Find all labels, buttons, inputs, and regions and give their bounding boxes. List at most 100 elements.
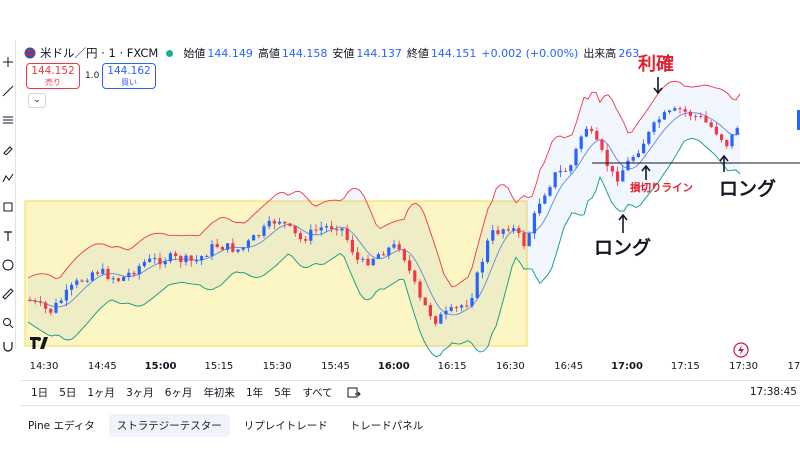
candle-body [642,143,646,154]
candle-body [506,229,510,231]
candle-body [668,110,672,113]
candle-body [434,316,438,324]
candle-body [413,270,417,282]
candle-body [111,278,115,280]
range-1d[interactable]: 1日 [31,387,49,399]
candle-body [491,230,495,241]
range-all[interactable]: すべて [302,387,333,399]
high-label: 高値 [257,47,280,60]
time-tick: 15:00 [144,361,177,372]
candle-body [153,258,157,260]
candle-body [174,253,178,256]
candle-body [132,272,136,275]
candle-body [439,314,443,324]
candle-body [272,220,276,224]
time-tick: 17:15 [670,361,700,372]
pattern-icon[interactable] [2,172,14,184]
shape-icon[interactable] [2,201,14,213]
candle-body [90,272,94,281]
candle-body [501,229,505,234]
emoji-icon[interactable] [2,259,14,271]
candle-body [512,228,516,231]
symbol-title[interactable]: 米ドル／円 · 1 · FXCM [40,46,159,60]
candle-body [704,116,708,123]
buy-button[interactable]: 144.162 買い [102,63,156,89]
quantity-value[interactable]: 1.0 [85,71,100,81]
collapse-chevron-icon[interactable]: ⌄ [28,93,46,108]
sell-button[interactable]: 144.152 売り [26,63,80,89]
range-5d[interactable]: 5日 [59,387,77,399]
take-profit-annotation: 利確 [638,54,674,75]
candle-body [309,229,313,241]
range-ytd[interactable]: 年初来 [203,387,235,399]
time-tick: 16:45 [554,361,584,372]
candle-body [543,195,547,204]
candle-body [673,108,677,111]
candle-body [408,260,412,271]
candle-body [694,115,698,117]
band-fill [28,81,740,357]
candle-body [361,258,365,260]
clock[interactable]: 17:38:45 [749,386,797,398]
magnet-icon[interactable] [2,340,14,352]
candle-body [293,225,297,234]
candle-body [116,278,120,281]
candle-body [267,220,271,227]
price-chart[interactable] [0,0,800,358]
candle-body [376,254,380,259]
crosshair-icon[interactable] [2,56,14,68]
middle-band-line [27,112,741,316]
tab-pine-editor[interactable]: Pine エディタ [28,420,95,432]
candle-body [246,240,250,248]
zoom-icon[interactable] [2,317,14,329]
candle-body [569,165,573,172]
candle-body [54,302,58,313]
candle-body [252,235,256,241]
candle-body [220,247,224,250]
candle-body [304,239,308,241]
time-tick: 16:00 [377,361,410,372]
candle-body [59,300,63,303]
fib-icon[interactable] [2,114,14,126]
tab-strategy-tester[interactable]: ストラテジーテスター [108,414,230,437]
long-annotation-1: ロング [594,237,652,259]
goto-date-icon[interactable] [347,386,361,400]
text-icon[interactable] [2,230,14,242]
high-value: 144.158 [281,46,328,60]
candle-body [475,272,479,298]
range-1y[interactable]: 1年 [245,387,264,399]
candle-body [522,233,526,247]
candle-body [231,243,235,252]
candle-body [127,272,131,277]
range-5y[interactable]: 5年 [274,387,292,399]
range-bar: 1日 5日 1ヶ月 3ヶ月 6ヶ月 年初来 1年 5年 すべて 17:38:45 [20,380,800,404]
time-tick: 15:30 [262,361,292,372]
trend-line-icon[interactable] [2,85,14,97]
candle-body [652,122,656,132]
candle-body [402,249,406,261]
candle-body [553,172,557,188]
candle-body [33,301,37,302]
candle-body [621,170,625,182]
tab-trade-panel[interactable]: トレードパネル [349,420,424,432]
candle-body [142,261,146,267]
candle-body [288,223,292,226]
brush-icon[interactable] [2,143,14,155]
candle-body [688,111,692,116]
candle-body [49,308,53,313]
candle-body [460,305,464,308]
range-3m[interactable]: 3ヶ月 [126,387,154,399]
candle-body [278,221,282,224]
tab-replay-trade[interactable]: リプレイトレード [243,420,328,432]
volume-label: 出来高 [583,47,617,60]
long-arrow-1-head [618,213,628,221]
candle-body [616,171,620,182]
range-6m[interactable]: 6ヶ月 [164,387,193,399]
ruler-icon[interactable] [2,288,14,300]
range-1m[interactable]: 1ヶ月 [87,387,116,399]
lightning-icon[interactable] [733,342,749,358]
flag-icon [24,47,36,59]
time-tick: 14:30 [29,361,59,372]
candle-body [423,297,427,306]
time-tick: 17:45 [787,361,800,372]
